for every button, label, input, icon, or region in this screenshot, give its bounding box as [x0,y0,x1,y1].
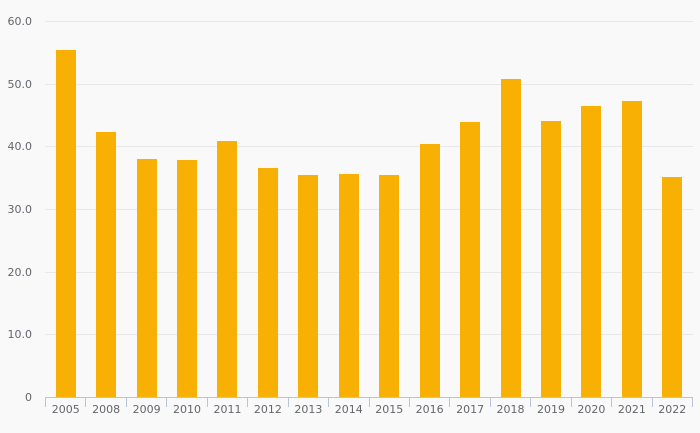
x-axis-tick [570,397,572,407]
x-axis-label: 2017 [456,403,485,416]
x-axis-tick [530,397,532,407]
x-axis-label: 2012 [253,403,282,416]
x-axis-label: 2009 [132,403,161,416]
bar-2020 [581,106,602,398]
x-axis-tick [368,397,370,407]
bar-2015 [379,174,400,398]
gridline [45,271,693,273]
bar-2010 [177,160,198,398]
y-axis-label: 10.0 [7,328,33,342]
bar-2012 [257,167,278,398]
x-axis-label: 2015 [375,403,404,416]
x-axis-label: 2014 [334,403,363,416]
y-axis-label: 60.0 [7,15,33,29]
x-axis-label: 2008 [92,403,121,416]
bar-2019 [540,121,561,398]
bar-2014 [338,173,359,398]
x-axis-tick [328,397,330,407]
bar-2021 [621,100,642,398]
x-axis-tick [408,397,410,407]
bar-2018 [500,78,521,398]
x-axis-tick [692,397,693,407]
x-axis-tick [611,397,613,407]
x-axis-label: 2010 [173,403,202,416]
x-axis-label: 2019 [536,403,565,416]
bar-2005 [55,49,76,398]
y-axis-label: 40.0 [7,140,33,154]
x-axis-tick [166,397,168,407]
x-axis-tick [206,397,208,407]
gridline [45,209,693,211]
gridline [45,21,693,23]
bar-2022 [662,177,683,398]
x-axis-label: 2013 [294,403,323,416]
x-axis-tick [247,397,249,407]
x-axis-label: 2011 [213,403,242,416]
x-axis-tick [287,397,289,407]
x-axis-tick [45,397,46,407]
gridline [45,146,693,148]
bar-2013 [298,174,319,398]
x-axis-tick [125,397,127,407]
y-axis-label: 30.0 [7,203,33,217]
x-axis-label: 2018 [496,403,525,416]
x-axis-tick [449,397,451,407]
x-axis-label: 2021 [617,403,646,416]
y-axis-label: 20.0 [7,265,33,279]
bar-2011 [217,141,238,398]
x-axis-label: 2005 [51,403,80,416]
x-axis-tick [85,397,87,407]
bar-2009 [136,158,157,398]
x-axis-label: 2020 [577,403,606,416]
x-axis-label: 2016 [415,403,444,416]
x-axis-label: 2022 [658,403,687,416]
gridline [45,334,693,336]
x-axis-tick [651,397,653,407]
gridline [45,83,693,85]
x-axis-tick [489,397,491,407]
y-axis-label: 0 [25,391,32,404]
bar-2016 [419,144,440,398]
bar-2017 [460,121,481,398]
bar-2008 [96,131,117,398]
y-axis-label: 50.0 [7,77,33,91]
